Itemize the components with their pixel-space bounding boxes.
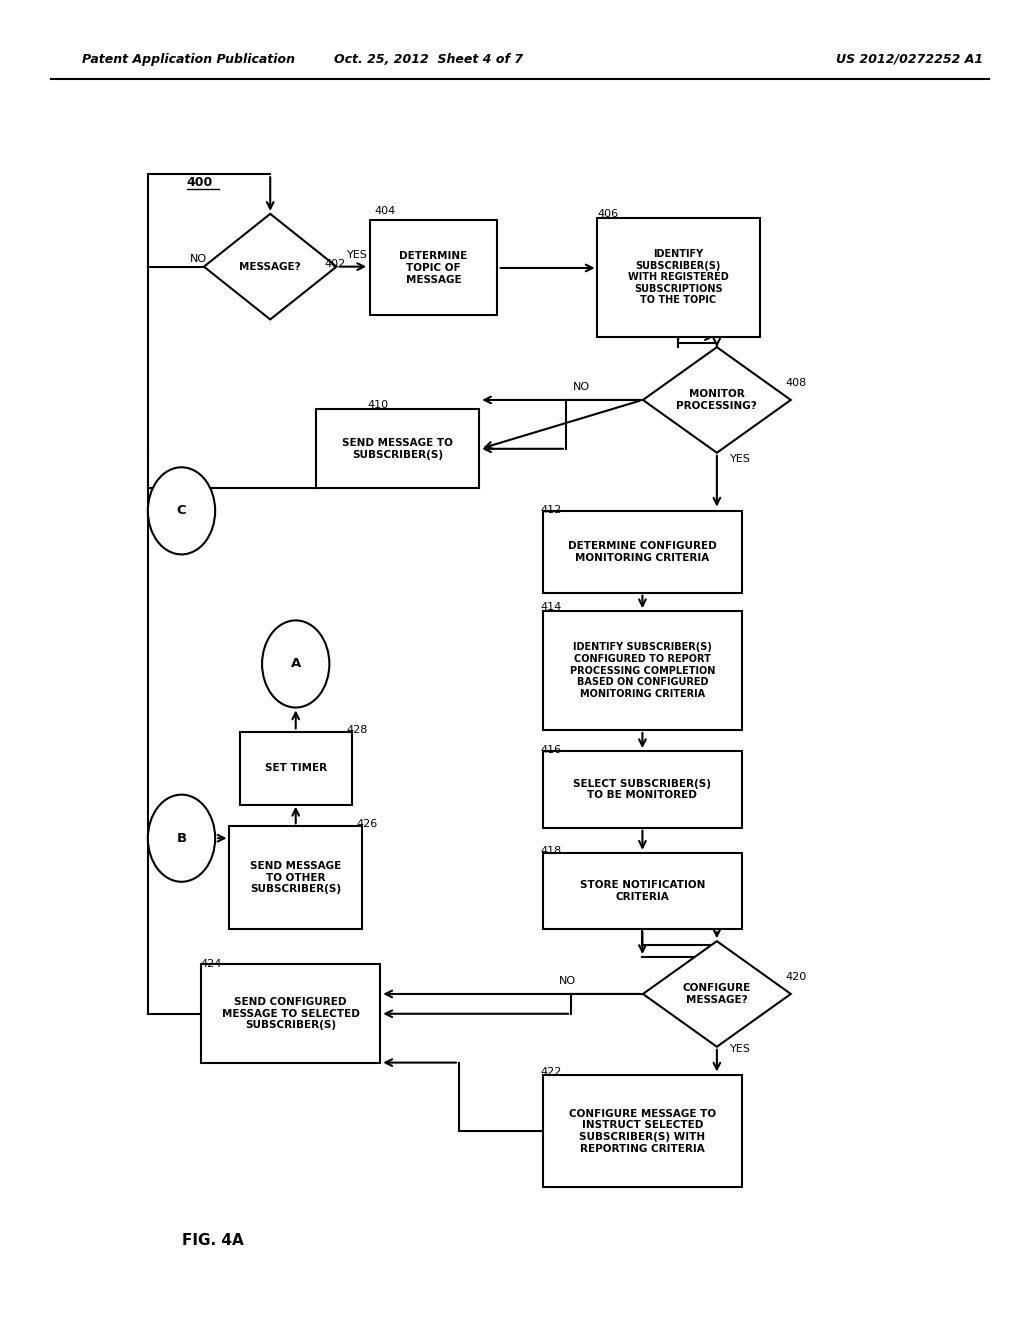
Text: Oct. 25, 2012  Sheet 4 of 7: Oct. 25, 2012 Sheet 4 of 7 <box>334 53 523 66</box>
FancyBboxPatch shape <box>543 853 741 929</box>
FancyBboxPatch shape <box>543 611 741 730</box>
Text: STORE NOTIFICATION
CRITERIA: STORE NOTIFICATION CRITERIA <box>580 880 706 902</box>
Text: 412: 412 <box>541 504 562 515</box>
Text: MESSAGE?: MESSAGE? <box>240 261 301 272</box>
Text: SELECT SUBSCRIBER(S)
TO BE MONITORED: SELECT SUBSCRIBER(S) TO BE MONITORED <box>573 779 712 800</box>
Circle shape <box>262 620 330 708</box>
Text: IDENTIFY
SUBSCRIBER(S)
WITH REGISTERED
SUBSCRIPTIONS
TO THE TOPIC: IDENTIFY SUBSCRIBER(S) WITH REGISTERED S… <box>628 249 728 305</box>
FancyBboxPatch shape <box>202 964 380 1064</box>
Text: 424: 424 <box>201 958 222 969</box>
Text: SEND MESSAGE
TO OTHER
SUBSCRIBER(S): SEND MESSAGE TO OTHER SUBSCRIBER(S) <box>250 861 341 895</box>
Text: 418: 418 <box>541 846 562 857</box>
Text: NO: NO <box>572 381 590 392</box>
Text: 404: 404 <box>374 206 395 216</box>
Text: B: B <box>176 832 186 845</box>
Text: FIG. 4A: FIG. 4A <box>181 1233 244 1249</box>
Text: C: C <box>177 504 186 517</box>
FancyBboxPatch shape <box>543 1074 741 1188</box>
Text: 416: 416 <box>541 744 561 755</box>
FancyBboxPatch shape <box>543 751 741 828</box>
Text: IDENTIFY SUBSCRIBER(S)
CONFIGURED TO REPORT
PROCESSING COMPLETION
BASED ON CONFI: IDENTIFY SUBSCRIBER(S) CONFIGURED TO REP… <box>569 643 715 698</box>
Text: US 2012/0272252 A1: US 2012/0272252 A1 <box>837 53 983 66</box>
Text: A: A <box>291 657 301 671</box>
Text: SEND MESSAGE TO
SUBSCRIBER(S): SEND MESSAGE TO SUBSCRIBER(S) <box>342 438 454 459</box>
Text: SET TIMER: SET TIMER <box>264 763 327 774</box>
Text: NO: NO <box>190 253 208 264</box>
Text: YES: YES <box>347 249 368 260</box>
Text: DETERMINE
TOPIC OF
MESSAGE: DETERMINE TOPIC OF MESSAGE <box>399 251 468 285</box>
Text: 420: 420 <box>785 972 807 982</box>
Polygon shape <box>643 941 791 1047</box>
Text: SEND CONFIGURED
MESSAGE TO SELECTED
SUBSCRIBER(S): SEND CONFIGURED MESSAGE TO SELECTED SUBS… <box>221 997 359 1031</box>
Text: Patent Application Publication: Patent Application Publication <box>82 53 295 66</box>
Text: 408: 408 <box>785 378 807 388</box>
Text: DETERMINE CONFIGURED
MONITORING CRITERIA: DETERMINE CONFIGURED MONITORING CRITERIA <box>568 541 717 562</box>
Text: 406: 406 <box>598 209 618 219</box>
Text: 400: 400 <box>186 176 213 189</box>
FancyBboxPatch shape <box>229 826 362 929</box>
Text: NO: NO <box>558 975 575 986</box>
Text: 422: 422 <box>541 1067 562 1077</box>
Polygon shape <box>204 214 337 319</box>
Circle shape <box>147 467 215 554</box>
Text: YES: YES <box>730 454 751 465</box>
FancyBboxPatch shape <box>543 511 741 593</box>
Text: CONFIGURE MESSAGE TO
INSTRUCT SELECTED
SUBSCRIBER(S) WITH
REPORTING CRITERIA: CONFIGURE MESSAGE TO INSTRUCT SELECTED S… <box>569 1109 716 1154</box>
Polygon shape <box>643 347 791 453</box>
Text: CONFIGURE
MESSAGE?: CONFIGURE MESSAGE? <box>683 983 751 1005</box>
Text: YES: YES <box>730 1044 751 1055</box>
Text: 414: 414 <box>541 602 562 612</box>
Text: 410: 410 <box>367 400 388 411</box>
Text: MONITOR
PROCESSING?: MONITOR PROCESSING? <box>677 389 757 411</box>
FancyBboxPatch shape <box>597 218 760 337</box>
Text: 426: 426 <box>357 818 378 829</box>
Text: 428: 428 <box>347 725 368 735</box>
FancyBboxPatch shape <box>240 731 352 805</box>
Text: 402: 402 <box>325 259 345 269</box>
FancyBboxPatch shape <box>316 409 479 488</box>
FancyBboxPatch shape <box>370 220 497 315</box>
Circle shape <box>147 795 215 882</box>
